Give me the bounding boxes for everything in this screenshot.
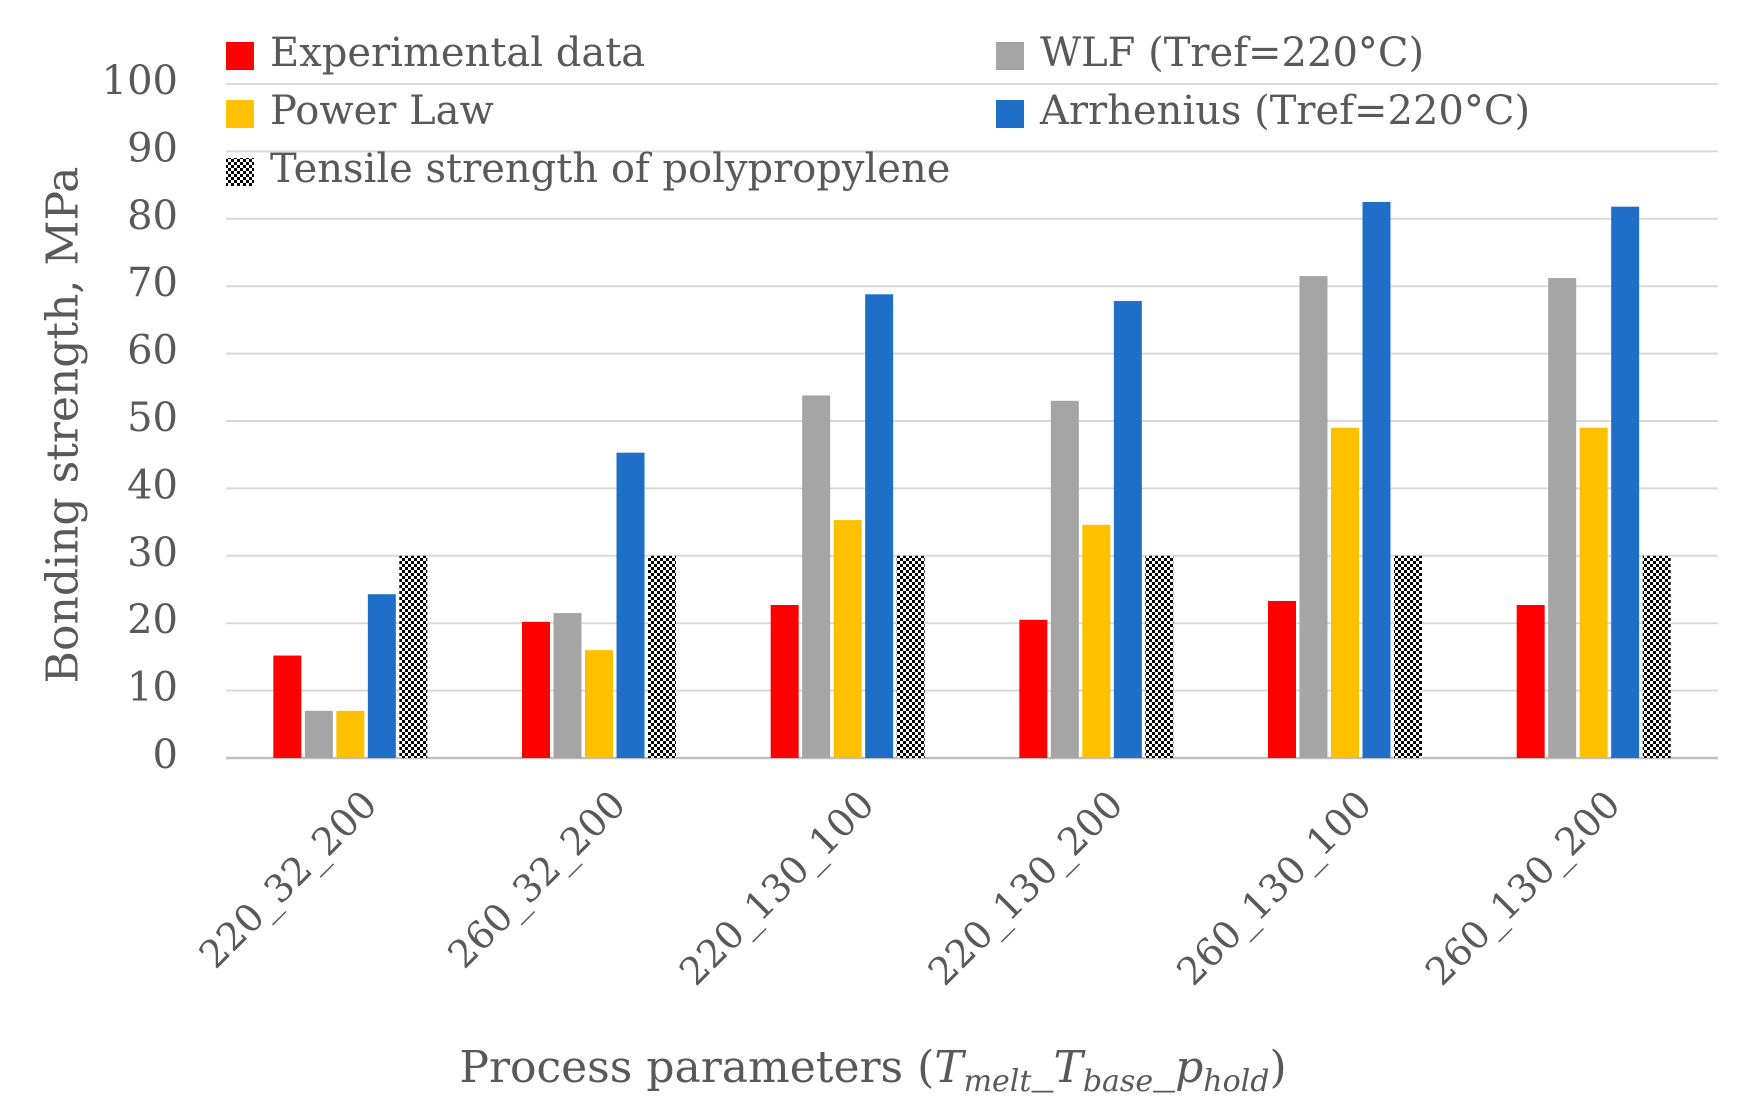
x-axis-title: Process parameters (Tmelt_Tbase_phold)	[459, 1042, 1286, 1099]
legend-swatch-3	[226, 100, 254, 128]
y-tick-label: 20	[127, 597, 178, 643]
bar-2-6	[1548, 278, 1577, 758]
y-tick-label: 50	[127, 395, 178, 441]
legend-label-4: Arrhenius (Tref=220°C)	[1039, 88, 1530, 134]
y-tick-label: 30	[127, 530, 178, 576]
bar-4-6	[1611, 206, 1640, 759]
bar-3-1	[336, 710, 365, 758]
bar-4-3	[865, 294, 894, 758]
bar-5-3	[896, 555, 925, 758]
legend-label-1: Experimental data	[270, 30, 645, 76]
bar-5-4	[1145, 555, 1174, 758]
x-tick-label: 260_130_200	[1417, 782, 1630, 995]
y-tick-label: 60	[127, 328, 178, 374]
bar-3-2	[585, 650, 613, 758]
bar-1-1	[273, 655, 302, 758]
legend-swatch-2	[996, 42, 1024, 70]
y-tick-label: 100	[102, 58, 178, 104]
bar-2-3	[802, 395, 831, 758]
bar-2-4	[1050, 400, 1079, 758]
legend-label-2: WLF (Tref=220°C)	[1040, 30, 1424, 76]
y-tick-label: 10	[127, 665, 178, 711]
bar-1-3	[770, 605, 799, 758]
legend-swatch-4	[996, 100, 1024, 128]
bar-2-2	[553, 613, 582, 758]
bar-4-5	[1362, 201, 1391, 758]
bar-4-2	[616, 452, 645, 758]
bar-5-2	[648, 555, 676, 758]
bar-5-6	[1642, 555, 1671, 758]
legend: Experimental data WLF (Tref=220°C) Power L…	[226, 30, 1530, 192]
bar-1-6	[1516, 605, 1545, 758]
bar-2-1	[304, 710, 333, 758]
bar-1-4	[1019, 619, 1048, 758]
bar-3-3	[833, 520, 862, 758]
bars	[273, 201, 1671, 759]
bar-5-1	[399, 555, 428, 758]
y-tick-label: 90	[127, 125, 178, 171]
legend-swatch-5	[226, 158, 254, 186]
bar-4-1	[367, 594, 396, 758]
x-tick-label: 220_130_200	[920, 782, 1133, 995]
gridlines	[226, 83, 1718, 760]
legend-label-5: Tensile strength of polypropylene	[270, 146, 950, 192]
x-tick-label: 260_32_200	[439, 782, 634, 977]
bar-5-5	[1394, 555, 1422, 758]
y-tick-label: 40	[127, 462, 178, 508]
bar-3-5	[1331, 427, 1359, 758]
x-tick-label: 220_130_100	[671, 782, 884, 995]
y-tick-label: 0	[153, 732, 178, 778]
x-tick-label: 220_32_200	[191, 782, 386, 977]
bar-2-5	[1299, 276, 1328, 758]
bar-3-6	[1579, 427, 1608, 758]
bar-3-4	[1082, 524, 1111, 758]
bar-4-4	[1113, 301, 1142, 758]
bar-1-5	[1268, 600, 1296, 758]
y-tick-label: 80	[127, 193, 178, 239]
legend-swatch-1	[226, 42, 254, 70]
x-axis-ticks: 220_32_200 260_32_200 220_130_100 220_130_2…	[191, 782, 1630, 995]
bar-1-2	[522, 621, 550, 758]
legend-label-3: Power Law	[270, 88, 494, 134]
x-tick-label: 260_130_100	[1168, 782, 1381, 995]
y-axis-ticks: 0 10 20 30 40 50 60 70 80 90 100	[102, 58, 178, 778]
y-axis-title: Bonding strength, MPa	[38, 167, 89, 684]
y-tick-label: 70	[127, 260, 178, 306]
